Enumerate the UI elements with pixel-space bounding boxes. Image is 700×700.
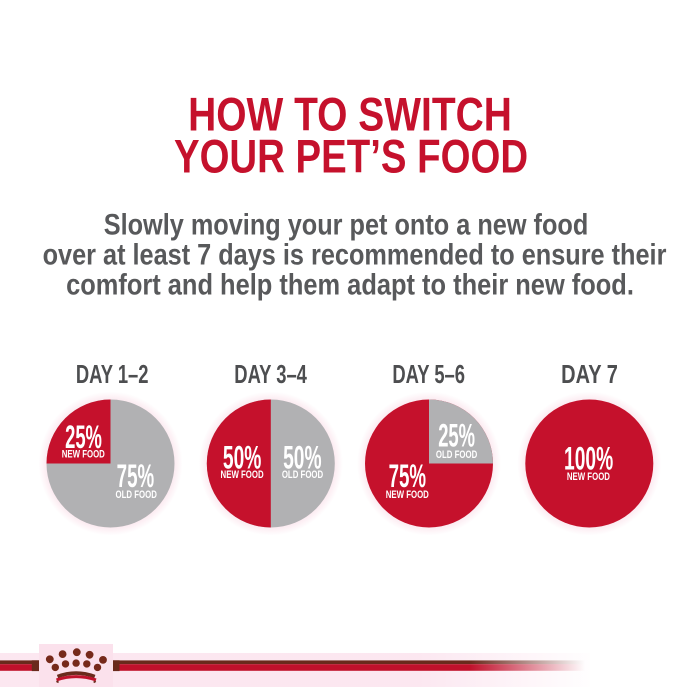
- svg-text:comfort and help them adapt to: comfort and help them adapt to their new…: [66, 268, 634, 301]
- svg-text:75%: 75%: [117, 458, 154, 495]
- svg-text:OLD FOOD: OLD FOOD: [282, 469, 324, 480]
- svg-text:DAY 1–2: DAY 1–2: [76, 359, 149, 389]
- svg-text:75%: 75%: [389, 458, 426, 495]
- svg-text:NEW FOOD: NEW FOOD: [386, 489, 429, 500]
- svg-text:NEW FOOD: NEW FOOD: [567, 471, 610, 482]
- svg-text:OLD FOOD: OLD FOOD: [116, 489, 158, 500]
- svg-text:NEW FOOD: NEW FOOD: [221, 469, 264, 480]
- svg-text:YOUR PET’S FOOD: YOUR PET’S FOOD: [174, 131, 528, 184]
- svg-text:OLD FOOD: OLD FOOD: [436, 449, 478, 460]
- svg-text:50%: 50%: [283, 439, 321, 475]
- svg-text:NEW FOOD: NEW FOOD: [62, 448, 105, 459]
- svg-text:DAY 3–4: DAY 3–4: [234, 359, 307, 389]
- svg-text:50%: 50%: [223, 439, 261, 475]
- svg-text:HOW TO SWITCH: HOW TO SWITCH: [188, 89, 512, 141]
- svg-text:Slowly moving your pet onto a: Slowly moving your pet onto a new food: [104, 207, 589, 241]
- svg-text:DAY 7: DAY 7: [561, 359, 618, 388]
- svg-text:25%: 25%: [65, 419, 102, 456]
- svg-text:25%: 25%: [438, 417, 475, 454]
- svg-text:DAY 5–6: DAY 5–6: [392, 359, 465, 389]
- svg-text:100%: 100%: [564, 440, 613, 476]
- svg-text:over at least 7 days is recomm: over at least 7 days is recommended to e…: [43, 237, 667, 271]
